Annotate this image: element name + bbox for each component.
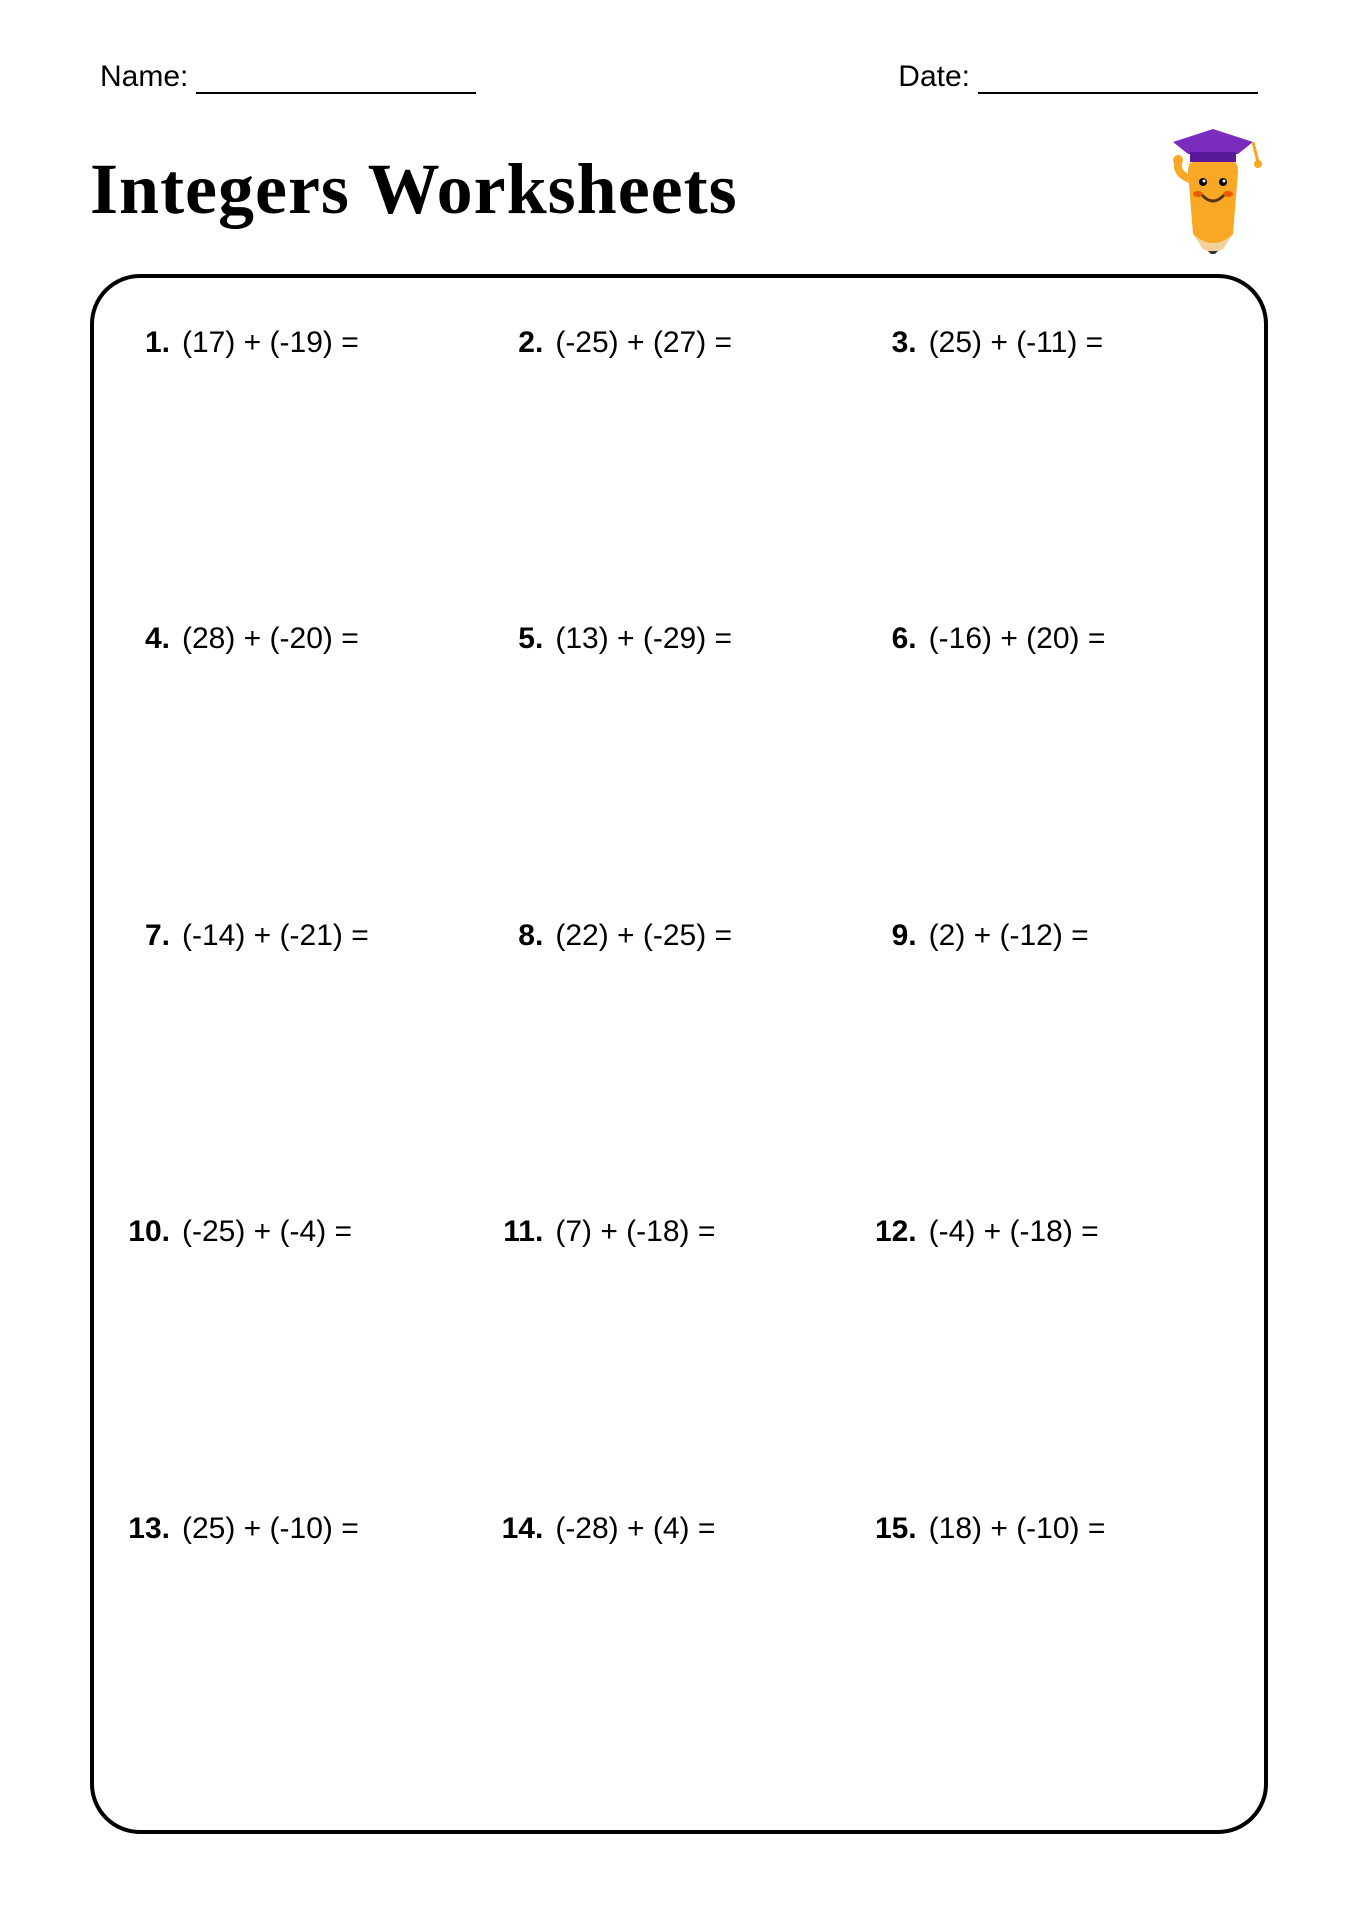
problem-item: 5.(13) + (-29) = <box>497 614 860 910</box>
problem-expression: (25) + (-10) = <box>182 1512 359 1546</box>
problem-item: 8.(22) + (-25) = <box>497 911 860 1207</box>
problem-number: 7. <box>124 919 182 953</box>
problems-grid: 1.(17) + (-19) = 2.(-25) + (27) = 3.(25)… <box>124 318 1234 1800</box>
problem-number: 11. <box>497 1215 555 1249</box>
problem-expression: (28) + (-20) = <box>182 622 359 656</box>
problem-expression: (-25) + (-4) = <box>182 1215 352 1249</box>
problem-number: 15. <box>871 1512 929 1546</box>
header-row: Name: Date: <box>90 60 1268 94</box>
problem-item: 15.(18) + (-10) = <box>871 1504 1234 1800</box>
title-row: Integers Worksheets <box>90 124 1268 254</box>
date-field: Date: <box>898 60 1258 94</box>
problem-number: 9. <box>871 919 929 953</box>
problem-number: 1. <box>124 326 182 360</box>
problem-item: 6.(-16) + (20) = <box>871 614 1234 910</box>
problem-item: 1.(17) + (-19) = <box>124 318 487 614</box>
problem-expression: (-16) + (20) = <box>929 622 1106 656</box>
problem-expression: (17) + (-19) = <box>182 326 359 360</box>
problem-item: 3.(25) + (-11) = <box>871 318 1234 614</box>
problem-expression: (-14) + (-21) = <box>182 919 369 953</box>
date-label: Date: <box>898 60 970 94</box>
problem-number: 6. <box>871 622 929 656</box>
problem-number: 14. <box>497 1512 555 1546</box>
problem-item: 13.(25) + (-10) = <box>124 1504 487 1800</box>
problem-expression: (22) + (-25) = <box>555 919 732 953</box>
date-input-line[interactable] <box>978 66 1258 94</box>
problem-number: 12. <box>871 1215 929 1249</box>
problem-item: 12.(-4) + (-18) = <box>871 1207 1234 1503</box>
problem-item: 14.(-28) + (4) = <box>497 1504 860 1800</box>
problem-item: 10.(-25) + (-4) = <box>124 1207 487 1503</box>
problem-item: 9.(2) + (-12) = <box>871 911 1234 1207</box>
problem-number: 4. <box>124 622 182 656</box>
problem-expression: (25) + (-11) = <box>929 326 1104 360</box>
name-field: Name: <box>100 60 476 94</box>
problem-number: 13. <box>124 1512 182 1546</box>
problem-number: 3. <box>871 326 929 360</box>
problem-expression: (2) + (-12) = <box>929 919 1089 953</box>
problem-expression: (-28) + (4) = <box>555 1512 715 1546</box>
problem-item: 4.(28) + (-20) = <box>124 614 487 910</box>
problem-expression: (-25) + (27) = <box>555 326 732 360</box>
problem-item: 7.(-14) + (-21) = <box>124 911 487 1207</box>
problem-number: 10. <box>124 1215 182 1249</box>
problems-box: 1.(17) + (-19) = 2.(-25) + (27) = 3.(25)… <box>90 274 1268 1834</box>
problem-number: 8. <box>497 919 555 953</box>
page-title: Integers Worksheets <box>90 148 738 231</box>
problem-item: 2.(-25) + (27) = <box>497 318 860 614</box>
problem-expression: (13) + (-29) = <box>555 622 732 656</box>
name-label: Name: <box>100 60 188 94</box>
problem-item: 11.(7) + (-18) = <box>497 1207 860 1503</box>
problem-expression: (-4) + (-18) = <box>929 1215 1099 1249</box>
problem-expression: (18) + (-10) = <box>929 1512 1106 1546</box>
problem-expression: (7) + (-18) = <box>555 1215 715 1249</box>
pencil-mascot-icon <box>1158 124 1268 254</box>
name-input-line[interactable] <box>196 66 476 94</box>
problem-number: 5. <box>497 622 555 656</box>
problem-number: 2. <box>497 326 555 360</box>
